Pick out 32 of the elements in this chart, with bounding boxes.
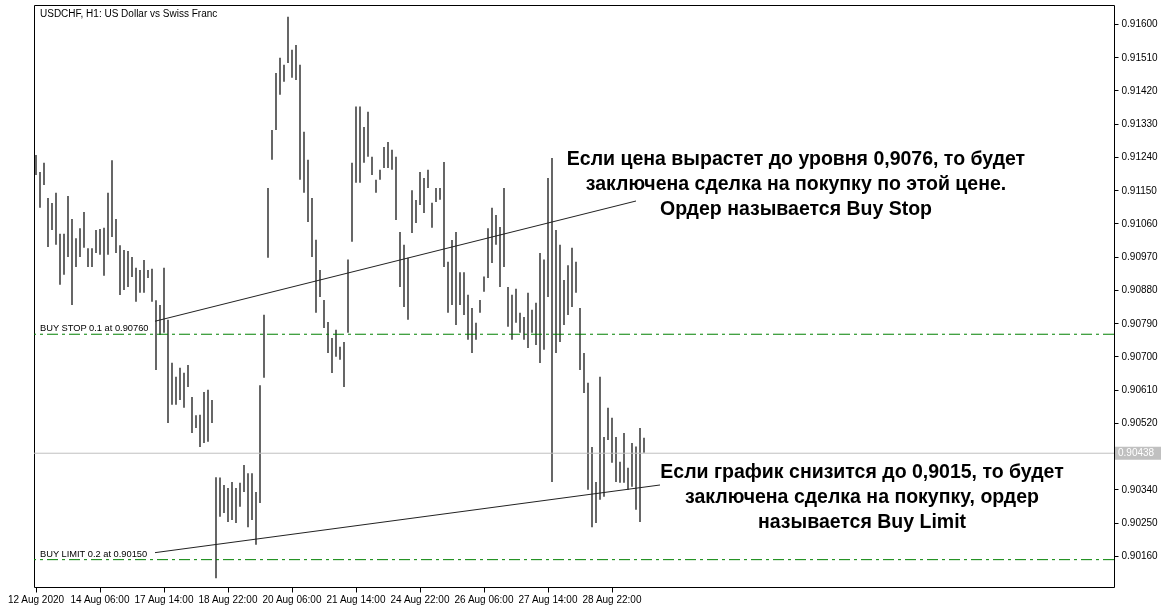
y-tick-label: 0.91150 [1121, 184, 1158, 196]
y-tick-label: 0.90700 [1121, 350, 1159, 362]
x-tick-label: 12 Aug 2020 [7, 593, 65, 605]
y-tick-label: 0.91330 [1121, 118, 1159, 130]
y-tick-label: 0.90520 [1121, 417, 1159, 429]
y-tick-label: 0.90250 [1121, 517, 1159, 529]
y-tick-label: 0.90160 [1121, 550, 1159, 562]
y-tick-label: 0.90610 [1121, 384, 1159, 396]
chart-title: USDCHF, H1: US Dollar vs Swiss Franc [40, 8, 218, 19]
y-tick-label: 0.90880 [1121, 284, 1159, 296]
x-tick-label: 26 Aug 06:00 [454, 593, 514, 605]
y-tick-label: 0.90790 [1121, 317, 1159, 329]
y-tick-label: 0.91060 [1121, 217, 1159, 229]
x-tick-label: 14 Aug 06:00 [70, 593, 130, 605]
ref-line-label: BUY LIMIT 0.2 at 0.90150 [40, 548, 148, 559]
ref-line-label: 0.90438 [1118, 447, 1155, 459]
y-tick-label: 0.91240 [1121, 151, 1159, 163]
x-tick-label: 20 Aug 06:00 [262, 593, 322, 605]
y-tick-label: 0.90340 [1121, 483, 1159, 495]
y-tick-label: 0.91600 [1121, 18, 1159, 30]
ref-line-label: BUY STOP 0.1 at 0.90760 [40, 323, 149, 334]
x-tick-label: 24 Aug 22:00 [390, 593, 450, 605]
annotation: Если цена вырастет до уровня 0,9076, то будет заключена сделка на покупку по этой цене. Ордер называется Buy Stop [566, 147, 1026, 219]
y-tick-label: 0.91420 [1121, 84, 1159, 96]
x-tick-label: 21 Aug 14:00 [326, 593, 386, 605]
y-tick-label: 0.91510 [1121, 51, 1159, 63]
x-tick-label: 27 Aug 14:00 [518, 593, 578, 605]
y-tick-label: 0.90970 [1121, 251, 1159, 263]
x-tick-label: 17 Aug 14:00 [134, 593, 194, 605]
annotation: Если график снизится до 0,9015, то будет заключена сделка на покупку, ордер называется Buy Limit [660, 460, 1064, 532]
x-tick-label: 28 Aug 22:00 [582, 593, 642, 605]
x-tick-label: 18 Aug 22:00 [198, 593, 258, 605]
